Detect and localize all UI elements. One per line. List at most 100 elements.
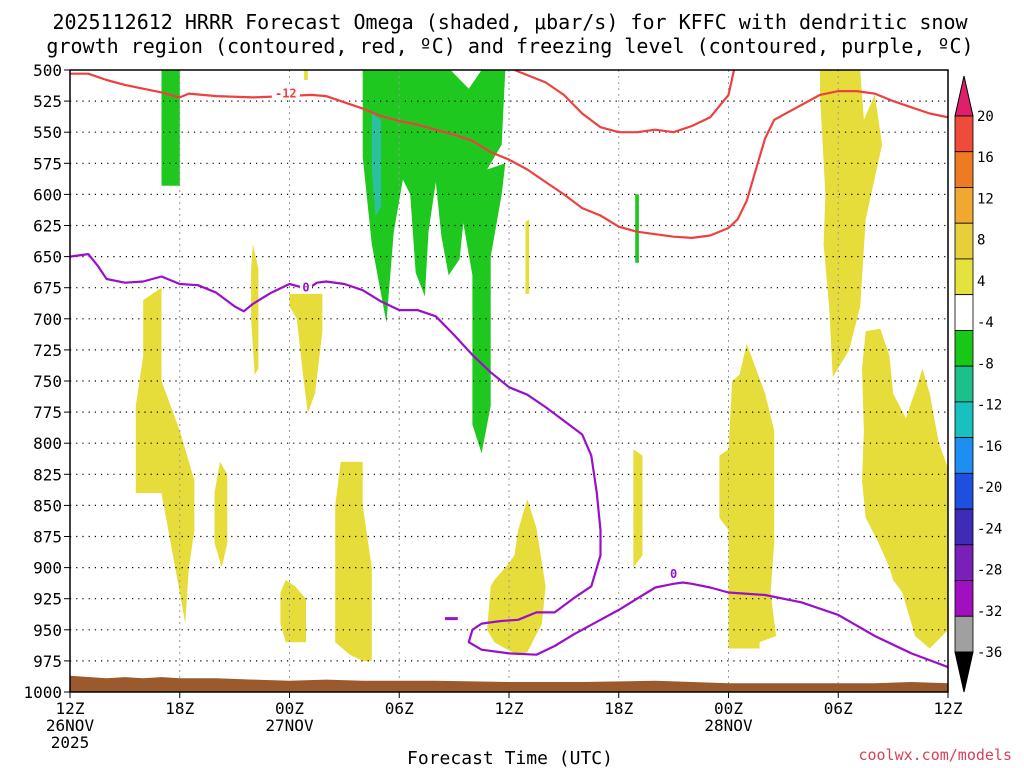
colorbar-label-7: -12: [977, 398, 1002, 414]
pressure-axis: 500 525 550 575 600 625 650 675 700 725 750 775 800 8…: [23, 61, 70, 702]
y-tick-label-700: 700: [33, 310, 62, 329]
colorbar-label-1: 16: [977, 150, 994, 166]
colorbar-segment-6: [954, 294, 974, 331]
dgz-contour-1: [514, 70, 736, 134]
omega-shade-positive-4: [304, 70, 308, 80]
x-tick-label-36-1: 28NOV: [704, 716, 753, 735]
omega-shade-positive-10: [214, 461, 228, 568]
colorbar-label-4: 4: [977, 274, 985, 290]
colorbar-segment-7: [954, 329, 974, 367]
colorbar-label-3: 8: [977, 233, 985, 249]
colorbar-label-8: -16: [977, 439, 1002, 455]
plot-frame: [69, 69, 949, 693]
contour-label-bg-2: [667, 566, 680, 580]
y-tick-label-550: 550: [33, 123, 62, 142]
colorbar-segment-10: [954, 437, 974, 474]
colorbar-segment-8: [954, 365, 974, 403]
contour-label-0: -12: [275, 87, 297, 101]
x-tick-label-30-0: 18Z: [604, 699, 633, 718]
grid-lines: [70, 70, 948, 692]
y-tick-label-650: 650: [33, 248, 62, 267]
x-tick-label-24-0: 12Z: [495, 699, 524, 718]
colorbar-label-2: 12: [977, 191, 994, 207]
chart-title-line1: 2025112612 HRRR Forecast Omega (shaded, …: [52, 10, 968, 34]
colorbar-segment-2: [954, 151, 974, 188]
colorbar-label-5: -4: [977, 315, 994, 331]
y-tick-label-1000: 1000: [23, 683, 62, 702]
omega-shade-positive-11: [335, 461, 372, 661]
colorbar-segment-11: [954, 472, 974, 510]
contour-label-2: 0: [670, 567, 677, 581]
omega-shade-positive-16: [862, 328, 948, 649]
omega-shade-positive-8: [289, 293, 323, 414]
y-tick-label-825: 825: [33, 465, 62, 484]
colorbar-segment-3: [954, 187, 974, 224]
x-tick-label-6-0: 18Z: [165, 699, 194, 718]
omega-shade-negative-1: [362, 70, 506, 454]
y-tick-label-625: 625: [33, 217, 62, 236]
y-tick-label-525: 525: [33, 92, 62, 111]
omega-shade-positive-7: [251, 244, 259, 375]
colorbar-segment-13: [954, 544, 974, 581]
omega-shade-positive-13: [487, 499, 546, 655]
y-tick-label-500: 500: [33, 61, 62, 80]
colorbar-segment-5: [954, 258, 974, 296]
credit-text: coolwx.com/models: [858, 746, 1012, 764]
y-tick-label-800: 800: [33, 434, 62, 453]
y-tick-label-850: 850: [33, 496, 62, 515]
colorbar-bottom-arrow: [954, 651, 974, 693]
omega-shade-positive-5: [525, 219, 530, 294]
y-tick-label-750: 750: [33, 372, 62, 391]
x-tick-label-18-0: 06Z: [385, 699, 414, 718]
y-tick-label-675: 675: [33, 279, 62, 298]
terrain-fill: [70, 675, 948, 692]
contour-label-bg-1: [299, 280, 312, 294]
colorbar: 20 16 12 8 4 -4 -8 -12 -16 -20 -24 -28 -32 -36: [954, 75, 1002, 693]
y-tick-label-600: 600: [33, 185, 62, 204]
omega-shade-negative-0: [161, 70, 180, 186]
colorbar-segment-14: [954, 580, 974, 617]
colorbar-label-13: -36: [977, 645, 1002, 661]
x-tick-label-42-0: 06Z: [824, 699, 853, 718]
y-tick-label-950: 950: [33, 621, 62, 640]
freezing-level-contour-2: [70, 253, 948, 669]
colorbar-label-6: -8: [977, 356, 994, 372]
x-tick-label-12-0: 00Z: [275, 699, 304, 718]
y-tick-label-925: 925: [33, 590, 62, 609]
plot-area: -12 0 0: [70, 70, 948, 692]
y-tick-label-975: 975: [33, 652, 62, 671]
chart-title-line2: growth region (contoured, red, ºC) and f…: [46, 34, 973, 58]
colorbar-segment-12: [954, 508, 974, 546]
omega-shade-positive-6: [820, 70, 883, 378]
omega-shade-negative-3: [635, 194, 639, 263]
contour-label-bg-0: [271, 86, 300, 100]
colorbar-top-arrow: [954, 75, 974, 117]
omega-shade-positive-15: [719, 343, 777, 649]
x-tick-label-0-0: 12Z: [56, 699, 85, 718]
y-tick-label-775: 775: [33, 403, 62, 422]
colorbar-segment-4: [954, 222, 974, 260]
colorbar-segment-9: [954, 401, 974, 439]
x-tick-label-0-2: 2025: [51, 733, 90, 752]
colorbar-label-12: -32: [977, 604, 1002, 620]
dgz-contour-0: [70, 72, 948, 239]
colorbar-label-10: -24: [977, 521, 1002, 537]
x-tick-label-36-0: 00Z: [714, 699, 743, 718]
y-tick-label-575: 575: [33, 154, 62, 173]
colorbar-segment-15: [954, 615, 974, 653]
colorbar-label-0: 20: [977, 109, 994, 125]
y-tick-label-900: 900: [33, 559, 62, 578]
x-tick-label-0-1: 26NOV: [46, 716, 95, 735]
x-tick-label-12-1: 27NOV: [265, 716, 314, 735]
colorbar-label-9: -20: [977, 480, 1002, 496]
x-tick-label-48-0: 12Z: [934, 699, 963, 718]
colorbar-segment-1: [954, 115, 974, 153]
colorbar-label-11: -28: [977, 563, 1002, 579]
x-axis-title: Forecast Time (UTC): [407, 748, 613, 768]
omega-shade-positive-14: [633, 449, 643, 568]
omega-shade-negative-2: [371, 113, 381, 217]
contour-label-1: 0: [302, 281, 309, 295]
y-tick-label-875: 875: [33, 528, 62, 547]
